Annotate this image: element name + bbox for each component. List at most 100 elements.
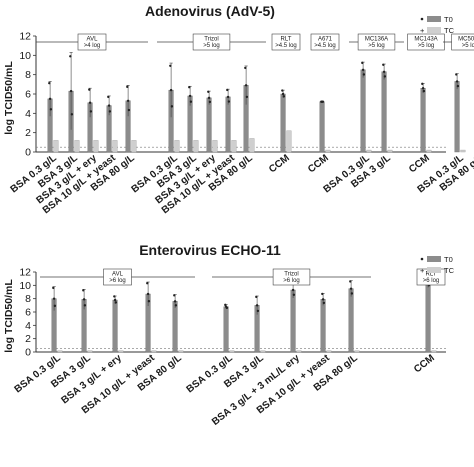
data-point-t0 [48, 97, 52, 101]
chart-title: Enterovirus ECHO-11 [139, 242, 281, 258]
bar-tc [326, 350, 332, 353]
annotation-box [103, 268, 132, 286]
data-point-t0 [114, 301, 118, 304]
legend-label-tc: TC [444, 266, 455, 275]
data-point-t0 [321, 292, 324, 296]
data-point-t0 [173, 300, 177, 303]
data-point-t0 [321, 298, 325, 301]
data-point-t0 [224, 303, 227, 307]
bar-tc [325, 149, 331, 153]
y-tick-label: 12 [19, 31, 31, 43]
y-tick-label: 8 [25, 293, 31, 305]
bar-t0 [206, 97, 212, 153]
data-point-t0 [225, 306, 229, 310]
y-tick-label: 12 [19, 267, 31, 279]
data-point-t0 [281, 92, 285, 96]
data-point-t0 [321, 100, 325, 103]
annotation-value: >6 log [423, 278, 440, 284]
data-point-t0 [362, 73, 366, 76]
data-point-t0 [226, 88, 229, 92]
bar-tc [87, 350, 93, 353]
data-point-t0 [174, 304, 178, 307]
data-point-t0 [82, 289, 85, 292]
legend-label-t0: T0 [444, 255, 453, 264]
bar-tc [431, 350, 437, 353]
data-point-t0 [113, 298, 117, 302]
bar-tc [53, 140, 59, 153]
y-axis-label: log TCID50/mL [3, 61, 15, 135]
annotation-value: >4.5 log [275, 43, 297, 49]
annotation-value: >4.5 log [314, 43, 336, 49]
bar-tc [93, 140, 99, 153]
data-point-t0 [48, 81, 51, 85]
y-tick-label: 0 [25, 147, 31, 159]
y-tick-label: 4 [25, 320, 31, 332]
annotation-value: >6 log [283, 278, 300, 284]
data-point-t0 [88, 88, 91, 91]
data-point-t0 [82, 298, 86, 301]
bar-tc [426, 149, 432, 153]
legend-marker-t0 [420, 257, 424, 261]
bar-tc [151, 350, 157, 353]
data-point-t0 [207, 90, 210, 93]
legend-label-t0: T0 [444, 15, 453, 24]
x-tick-label: CCM [267, 153, 292, 176]
data-point-t0 [169, 88, 173, 92]
annotation-label: AVL [87, 37, 99, 43]
bar-tc [112, 140, 118, 153]
bar-tc [212, 140, 218, 153]
bar-t0 [172, 301, 178, 353]
data-point-t0 [49, 108, 53, 111]
bar-tc [260, 350, 266, 353]
data-point-t0 [244, 66, 247, 70]
annotation-box [77, 33, 107, 51]
bar-tc [57, 350, 63, 353]
bar-tc [460, 149, 466, 153]
data-point-t0 [361, 61, 364, 65]
annotation-box [192, 33, 231, 51]
legend-marker-tc: + [420, 266, 425, 275]
data-point-t0 [127, 108, 131, 112]
bar-tc [178, 350, 184, 353]
annotation-value: >5 log [203, 43, 220, 49]
annotation-label: A671 [318, 37, 333, 43]
data-point-t0 [188, 86, 191, 89]
legend-swatch-tc [427, 27, 441, 33]
data-point-t0 [70, 113, 74, 116]
y-tick-label: 4 [25, 108, 31, 120]
annotation-label: MC501C [458, 37, 474, 43]
bar-t0 [319, 101, 325, 153]
data-point-t0 [146, 282, 149, 285]
data-point-t0 [88, 101, 92, 104]
y-tick-label: 6 [25, 89, 31, 101]
bar-tc [74, 140, 80, 153]
legend-swatch-tc [427, 267, 441, 273]
data-point-t0 [147, 300, 151, 303]
bar-t0 [290, 289, 296, 353]
x-tick-label: CCM [412, 353, 437, 376]
annotation-value: >6 log [109, 278, 126, 284]
data-point-t0 [126, 85, 129, 89]
legend-swatch-t0 [427, 256, 441, 262]
annotation-value: >4 log [84, 43, 101, 49]
bar-t0 [223, 306, 229, 353]
data-point-t0 [188, 94, 192, 98]
data-point-t0 [422, 89, 426, 93]
data-point-t0 [292, 293, 296, 296]
y-tick-label: 6 [25, 307, 31, 319]
bar-tc [229, 350, 235, 353]
data-point-t0 [52, 286, 55, 290]
bar-tc [296, 350, 302, 353]
y-tick-label: 10 [19, 280, 31, 292]
data-point-t0 [281, 89, 284, 92]
bar-tc [131, 140, 137, 153]
data-point-t0 [113, 295, 116, 298]
data-point-t0 [291, 288, 295, 292]
data-point-t0 [244, 84, 248, 87]
y-tick-label: 8 [25, 69, 31, 81]
data-point-t0 [52, 297, 56, 300]
data-point-t0 [107, 95, 110, 99]
data-point-t0 [383, 75, 387, 78]
data-point-t0 [349, 280, 352, 283]
annotation-box [451, 33, 474, 51]
